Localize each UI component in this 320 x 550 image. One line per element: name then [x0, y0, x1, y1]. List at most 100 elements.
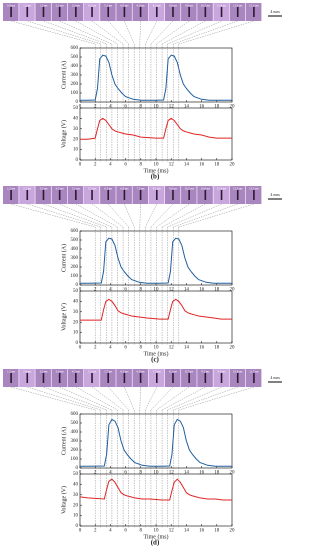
guide-line — [145, 386, 157, 411]
y-tick-label: 40 — [73, 117, 79, 122]
electrode — [236, 373, 239, 383]
x-tick-label: 6 — [124, 288, 127, 293]
x-tick-label: 4 — [109, 346, 112, 351]
electrode — [58, 373, 61, 383]
y-tick-label: 400 — [71, 247, 79, 252]
frame-time: 8.7 ms — [185, 370, 194, 374]
guide-line — [11, 20, 96, 45]
y-tick-label: 10 — [73, 148, 79, 153]
electrode — [26, 373, 29, 383]
x-tick-label: 4 — [109, 471, 112, 476]
electrode — [204, 7, 207, 17]
scale-label: 4 mm — [270, 375, 280, 380]
x-axis-label: Time (ms) — [144, 533, 169, 540]
electrode — [26, 190, 29, 200]
guide-line — [178, 386, 254, 411]
plot-frame — [79, 107, 233, 161]
guide-line — [91, 203, 124, 228]
guide-line — [11, 386, 96, 411]
y-tick-label: 50 — [73, 472, 79, 477]
electrode — [58, 7, 61, 17]
guide-line — [27, 203, 101, 228]
guide-line — [75, 20, 118, 45]
x-tick-label: 0 — [79, 346, 82, 351]
frame-time: 3.9 ms — [56, 370, 65, 374]
frame-time: 12.0 ms — [233, 4, 243, 8]
electrode — [123, 373, 126, 383]
guide-line — [150, 203, 174, 228]
guide-line — [156, 386, 190, 411]
panel-label: (d) — [151, 539, 160, 547]
y-tick-label: 50 — [73, 289, 79, 294]
y-tick-label: 500 — [71, 55, 79, 60]
frame-time: 5.7 ms — [104, 370, 113, 374]
electrode — [155, 373, 158, 383]
x-tick-label: 4 — [109, 288, 112, 293]
x-tick-label: 14 — [184, 288, 190, 293]
figure: 0.9 ms 1.2 ms 1.5 ms 2.1 ms 3.3 ms 4.2 ms 5.1 … — [3, 3, 282, 547]
x-tick-label: 12 — [169, 471, 175, 476]
x-tick-label: 2 — [94, 288, 97, 293]
x-tick-label: 8 — [140, 105, 143, 110]
x-tick-label: 10 — [154, 288, 160, 293]
guide-line — [161, 20, 206, 45]
x-tick-label: 14 — [184, 163, 190, 168]
electrode — [236, 190, 239, 200]
frame-time: 6.0 ms — [120, 4, 129, 8]
x-tick-label: 10 — [154, 529, 160, 534]
frame-time: 2.4 ms — [23, 370, 32, 374]
guide-line — [173, 386, 238, 411]
plot-frame — [79, 47, 233, 103]
guide-line — [11, 203, 96, 228]
x-tick-label: 18 — [214, 288, 220, 293]
guide-line — [108, 20, 129, 45]
x-tick-label: 0 — [79, 105, 82, 110]
y-tick-label: 200 — [71, 82, 79, 87]
x-tick-label: 14 — [184, 471, 190, 476]
x-tick-label: 0 — [79, 163, 82, 168]
frame-time: 11.7 ms — [249, 370, 259, 374]
y-tick-label: 10 — [73, 331, 79, 336]
y-tick-label: 0 — [76, 466, 79, 471]
frame-time: 6.9 ms — [137, 370, 146, 374]
electrode — [91, 7, 93, 17]
guide-line — [124, 386, 135, 411]
guide-line — [150, 386, 174, 411]
guide-line — [43, 386, 107, 411]
frame-time: 6.9 ms — [120, 187, 129, 191]
guide-line — [59, 386, 113, 411]
electrode — [75, 373, 77, 383]
frame-time: 1.2 ms — [7, 370, 16, 374]
frame-time: 5.1 ms — [88, 370, 97, 374]
x-tick-label: 0 — [79, 288, 82, 293]
y-tick-label: 500 — [71, 421, 79, 426]
y-axis-label: Current (A) — [60, 244, 67, 272]
y-tick-label: 0 — [76, 341, 79, 346]
data-line — [80, 117, 232, 140]
guide-line — [167, 203, 222, 228]
electrode — [220, 373, 223, 383]
electrode — [139, 7, 142, 17]
y-tick-label: 20 — [73, 137, 79, 142]
x-tick-label: 0 — [79, 529, 82, 534]
frame-time: 9.3 ms — [201, 370, 210, 374]
x-tick-label: 16 — [199, 288, 205, 293]
electrode — [107, 373, 110, 383]
frame-time: 5.1 ms — [104, 4, 113, 8]
plot-frame — [79, 413, 233, 469]
frame-time: 7.5 ms — [153, 370, 162, 374]
frame-time: 2.1 ms — [23, 187, 32, 191]
x-tick-label: 20 — [230, 105, 236, 110]
x-tick-label: 6 — [124, 105, 127, 110]
frame-time: 6.3 ms — [104, 187, 113, 191]
y-tick-label: 30 — [73, 127, 79, 132]
x-tick-label: 16 — [199, 346, 205, 351]
y-tick-label: 10 — [73, 514, 79, 519]
frame-time: 1.2 ms — [23, 4, 32, 8]
y-tick-label: 600 — [71, 412, 79, 417]
electrode — [107, 190, 110, 200]
x-tick-label: 18 — [214, 163, 220, 168]
x-tick-label: 2 — [94, 346, 97, 351]
guide-line — [150, 20, 174, 45]
frame-time: 2.1 ms — [56, 4, 65, 8]
